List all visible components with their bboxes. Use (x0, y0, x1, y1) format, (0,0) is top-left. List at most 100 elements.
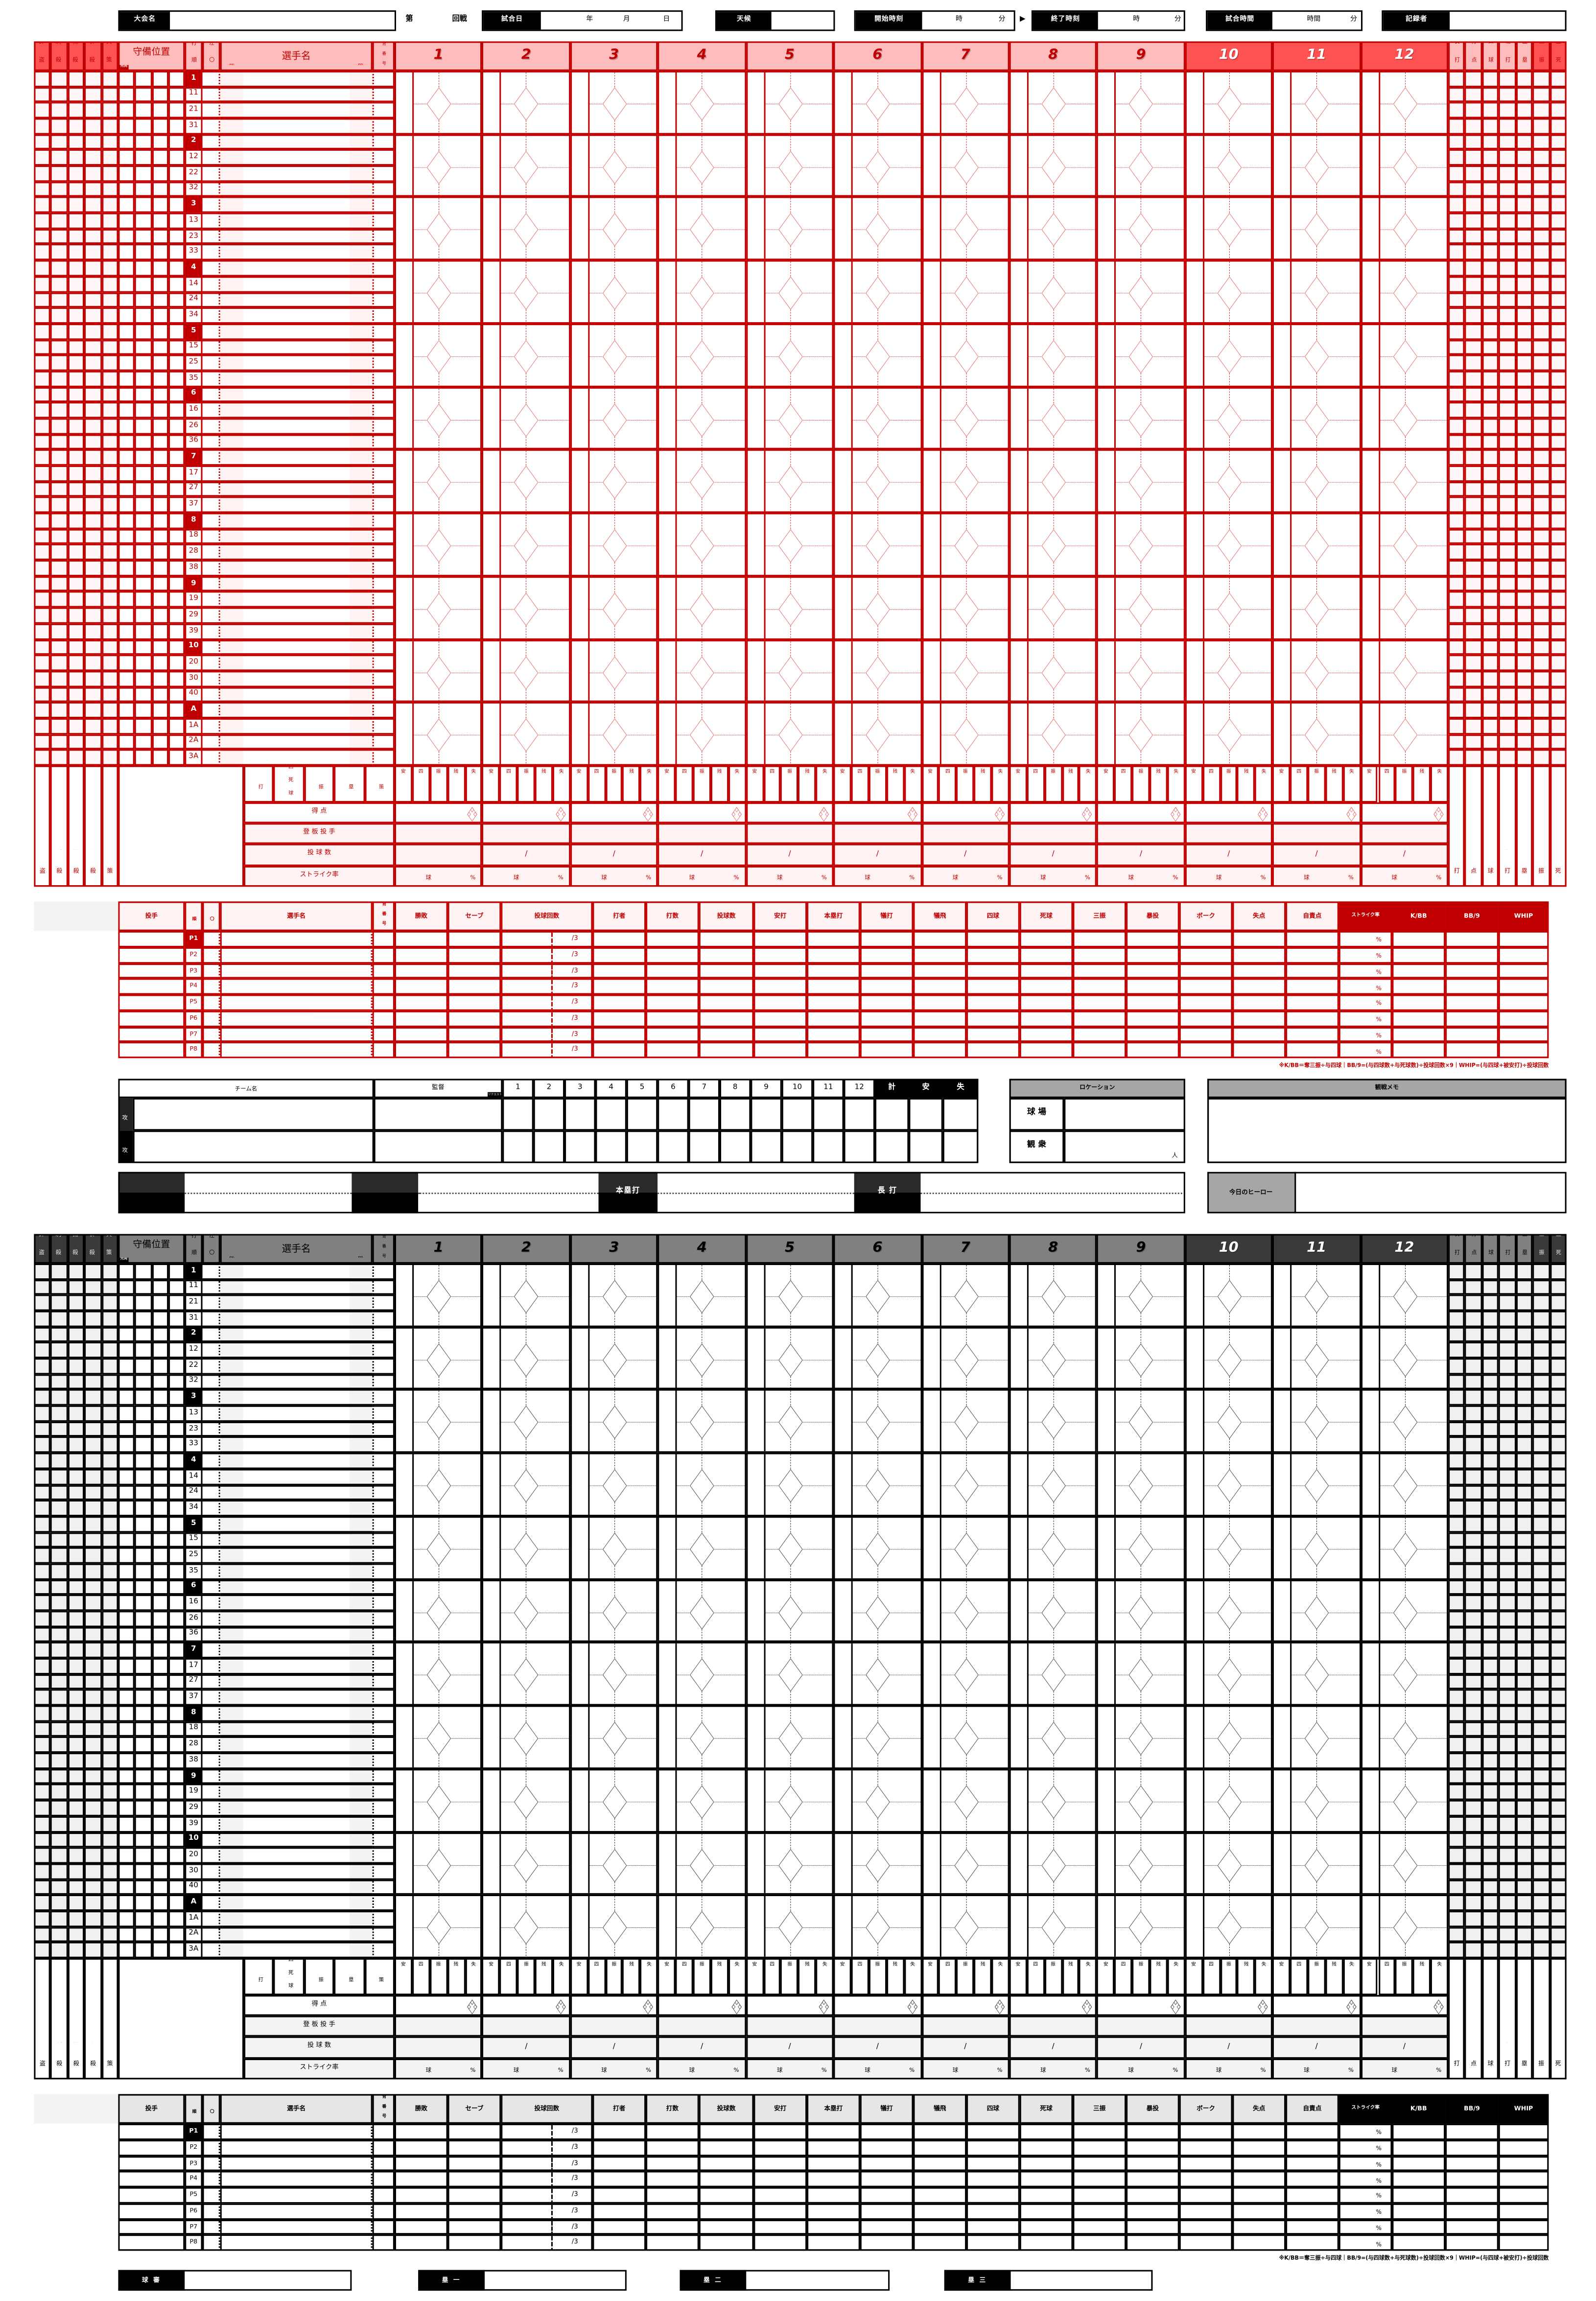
right-stat-cell[interactable] (1499, 355, 1516, 371)
attendance-field[interactable]: 人 (1064, 1130, 1185, 1163)
position-cell[interactable] (151, 1690, 168, 1706)
uniform-number-field[interactable] (372, 1500, 395, 1516)
right-stat-cell[interactable] (1465, 1326, 1482, 1343)
right-stat-cell[interactable] (1516, 1421, 1533, 1437)
right-stat-cell[interactable] (1499, 1642, 1516, 1658)
right-stat-cell[interactable] (1448, 1611, 1465, 1627)
game-date-field[interactable]: 試合日年月日 (482, 10, 683, 31)
right-stat-cell[interactable] (1532, 750, 1550, 766)
inning-pitcher-cell[interactable] (1009, 823, 1097, 844)
right-stat-cell[interactable] (1516, 449, 1533, 466)
right-stat-cell[interactable] (1516, 1563, 1533, 1579)
bottom-team-inning-score[interactable] (502, 1130, 534, 1163)
player-name-field[interactable] (220, 1611, 373, 1627)
right-stat-cell[interactable] (1499, 292, 1516, 308)
right-stat-cell[interactable] (1482, 702, 1499, 718)
right-stat-cell[interactable] (1516, 608, 1533, 624)
weather-field[interactable]: 天候 (715, 10, 835, 31)
right-stat-cell[interactable] (1499, 386, 1516, 402)
uniform-number-field[interactable] (372, 371, 395, 387)
uniform-number-field[interactable] (372, 1926, 395, 1943)
uniform-number-field[interactable] (372, 671, 395, 687)
pitching-stat-cell[interactable] (699, 1026, 754, 1042)
right-stat-cell[interactable] (1549, 1406, 1567, 1422)
left-stat-cell[interactable] (50, 1563, 68, 1579)
count-column[interactable] (659, 1770, 678, 1831)
handedness-cell[interactable] (202, 276, 220, 292)
count-column[interactable] (923, 261, 941, 322)
left-stat-cell[interactable] (101, 623, 118, 639)
position-cell[interactable] (151, 449, 168, 466)
position-cell[interactable] (151, 1753, 168, 1769)
right-stat-cell[interactable] (1532, 386, 1550, 402)
right-stat-cell[interactable] (1532, 323, 1550, 340)
right-stat-cell[interactable] (1516, 591, 1533, 608)
count-column[interactable] (484, 1580, 502, 1641)
right-stat-cell[interactable] (1549, 1847, 1567, 1864)
handedness-cell[interactable] (202, 465, 220, 482)
inning-pitch-count-cell[interactable]: / (1097, 2036, 1185, 2059)
inning-stat-cell[interactable]: 安 (921, 765, 939, 803)
inning-strike-rate-cell[interactable]: 球% (570, 866, 658, 887)
pitching-stat-cell[interactable]: /3 (501, 2187, 593, 2204)
pitching-stat-cell[interactable] (646, 2155, 699, 2172)
position-cell[interactable] (135, 497, 152, 513)
inning-stat-cell[interactable]: 四 (675, 765, 693, 803)
uniform-number-field[interactable] (372, 544, 395, 561)
position-cell[interactable] (135, 1326, 152, 1343)
at-bat-cell[interactable] (1097, 1263, 1185, 1327)
left-stat-cell[interactable] (50, 371, 68, 387)
inning-stat-cell[interactable]: 安 (1272, 1958, 1291, 1996)
count-column[interactable] (1099, 1580, 1117, 1641)
left-stat-cell[interactable] (50, 1263, 68, 1280)
position-cell[interactable] (168, 1389, 185, 1406)
inning-pitch-count-cell[interactable] (394, 844, 483, 866)
left-stat-cell[interactable] (101, 307, 118, 324)
left-stat-cell[interactable] (101, 134, 118, 150)
count-column[interactable] (835, 72, 853, 133)
position-cell[interactable] (168, 1895, 185, 1911)
uniform-number-field[interactable] (372, 355, 395, 371)
right-stat-cell[interactable] (1448, 70, 1465, 87)
right-stat-cell[interactable] (1465, 1942, 1482, 1958)
count-column[interactable] (1274, 1833, 1292, 1894)
pitcher-name-field[interactable] (220, 2123, 373, 2140)
right-stat-cell[interactable] (1532, 1910, 1550, 1927)
count-column[interactable] (1274, 577, 1292, 638)
uniform-number-field[interactable] (372, 1532, 395, 1548)
right-stat-cell[interactable] (1482, 623, 1499, 639)
pitching-stat-cell[interactable] (394, 1042, 448, 1058)
right-stat-cell[interactable] (1482, 1532, 1499, 1548)
pitcher-name-field[interactable] (220, 931, 373, 947)
at-bat-cell[interactable] (394, 1263, 483, 1327)
left-stat-cell[interactable] (84, 1500, 102, 1516)
handedness-cell[interactable] (202, 229, 220, 245)
pitching-stat-cell[interactable] (913, 947, 967, 963)
left-stat-cell[interactable] (34, 1863, 51, 1879)
pitching-stat-cell[interactable] (1179, 2155, 1233, 2172)
count-column[interactable] (1186, 1454, 1204, 1515)
position-cell[interactable] (135, 1626, 152, 1643)
left-stat-cell[interactable] (101, 591, 118, 608)
right-stat-cell[interactable] (1465, 1311, 1482, 1327)
right-stat-cell[interactable] (1516, 1326, 1533, 1343)
right-stat-cell[interactable] (1448, 1658, 1465, 1674)
right-stat-cell[interactable] (1549, 260, 1567, 277)
left-stat-cell[interactable] (68, 1926, 85, 1943)
pitching-stat-cell[interactable] (699, 947, 754, 963)
left-stat-cell[interactable] (101, 1311, 118, 1327)
player-name-field[interactable] (220, 244, 373, 260)
count-column[interactable] (396, 1896, 414, 1957)
right-stat-cell[interactable] (1549, 1626, 1567, 1643)
right-stat-cell[interactable] (1448, 623, 1465, 639)
at-bat-cell[interactable] (746, 1579, 834, 1643)
right-stat-cell[interactable] (1532, 1831, 1550, 1848)
right-stat-cell[interactable] (1448, 323, 1465, 340)
position-cell[interactable] (135, 481, 152, 497)
top-team-inning-score[interactable] (720, 1098, 751, 1131)
left-stat-cell[interactable] (84, 1342, 102, 1359)
player-name-field[interactable] (220, 1642, 373, 1658)
handedness-cell[interactable] (202, 1942, 220, 1958)
right-stat-cell[interactable] (1516, 465, 1533, 482)
uniform-number-field[interactable] (372, 1800, 395, 1816)
